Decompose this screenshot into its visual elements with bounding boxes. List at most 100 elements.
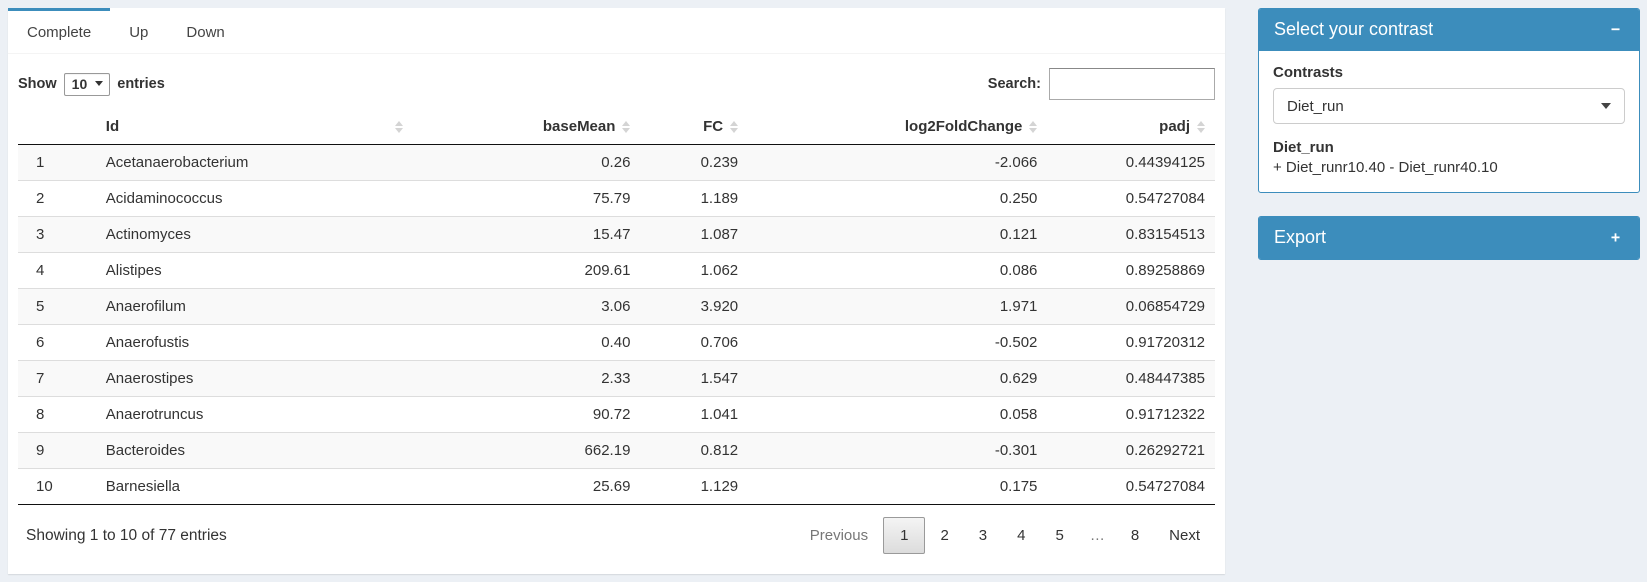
entries-select-value: 10	[71, 75, 88, 92]
cell-id: Bacteroides	[95, 432, 413, 469]
tab-complete[interactable]: Complete	[8, 8, 111, 53]
entries-select[interactable]: 10	[63, 72, 111, 96]
contrast-select-value: Diet_run	[1287, 97, 1344, 115]
cell-basemean: 0.40	[413, 324, 641, 361]
table-row[interactable]: 5 Anaerofilum 3.06 3.920 1.971 0.06854729	[18, 288, 1215, 325]
pagination-next[interactable]: Next	[1169, 527, 1200, 544]
cell-id: Anaerotruncus	[95, 396, 413, 433]
cell-padj: 0.44394125	[1125, 154, 1205, 171]
table-row[interactable]: 9 Bacteroides 662.19 0.812 -0.301 0.26292721	[18, 432, 1215, 469]
cell-fc: 0.239	[700, 154, 739, 171]
table-row[interactable]: 7 Anaerostipes 2.33 1.547 0.629 0.48447385	[18, 360, 1215, 397]
cell-basemean: 3.06	[413, 288, 641, 325]
cell-id: Acetanaerobacterium	[105, 154, 249, 171]
table-footer: Showing 1 to 10 of 77 entries Previous 1 2…	[18, 505, 1215, 560]
cell-log2foldchange: -2.066	[994, 154, 1038, 171]
cell-padj: 0.83154513	[1047, 216, 1215, 253]
table-row[interactable]: 2 Acidaminococcus 75.79 1.189 0.250 0.5472708…	[18, 180, 1215, 217]
column-label: FC	[703, 118, 724, 135]
export-box: Export +	[1258, 216, 1640, 260]
cell-fc: 1.062	[640, 252, 749, 289]
table-row[interactable]: 10 Barnesiella 25.69 1.129 0.175 0.54727084	[18, 468, 1215, 505]
tab-down[interactable]: Down	[186, 24, 225, 41]
column-label: log2FoldChange	[904, 118, 1023, 135]
contrast-name: Diet_run	[1273, 139, 1334, 156]
cell-fc: 1.189	[640, 180, 749, 217]
pagination-page-8[interactable]: 8	[1130, 527, 1140, 544]
table-row[interactable]: 1 Acetanaerobacterium 0.26 0.239 -2.066 0.443…	[18, 144, 1215, 181]
cell-id: Anaerostipes	[95, 360, 413, 397]
column-header-log2foldchange[interactable]: log2FoldChange	[748, 110, 1048, 145]
pagination-page-5[interactable]: 5	[1055, 527, 1064, 544]
contrast-box-title: Select your contrast	[1274, 19, 1434, 39]
table-controls: Show 10 entries Search:	[18, 66, 1215, 110]
column-header-padj[interactable]: padj	[1047, 110, 1215, 145]
cell-log2foldchange: 0.058	[748, 396, 1048, 433]
row-number: 1	[36, 154, 45, 171]
chevron-down-icon	[95, 81, 104, 86]
pagination-ellipsis: …	[1089, 527, 1105, 544]
table-header-row: Id baseMean FC log2FoldChange padj	[18, 110, 1215, 145]
row-number: 7	[18, 360, 96, 397]
contrast-box-body: Contrasts Diet_run Diet_run + Diet_runr1…	[1259, 51, 1639, 192]
row-number: 4	[18, 252, 96, 289]
column-header-rownum	[18, 110, 96, 145]
cell-padj: 0.54727084	[1047, 468, 1215, 505]
row-number: 9	[18, 432, 96, 469]
pagination-page-4[interactable]: 4	[1017, 527, 1026, 544]
cell-basemean: 90.72	[413, 396, 641, 433]
entries-label: entries	[117, 76, 165, 92]
pagination-page-2[interactable]: 2	[940, 527, 949, 544]
show-label: Show	[18, 76, 57, 92]
contrast-select[interactable]: Diet_run	[1273, 88, 1625, 124]
table-row[interactable]: 4 Alistipes 209.61 1.062 0.086 0.89258869	[18, 252, 1215, 289]
cell-padj: 0.06854729	[1047, 288, 1215, 325]
cell-basemean: 15.47	[413, 216, 641, 253]
column-header-basemean[interactable]: baseMean	[413, 110, 641, 145]
column-header-id[interactable]: Id	[95, 110, 413, 145]
tab-content-complete: Show 10 entries Search: Id baseMean FC log2…	[8, 54, 1225, 560]
cell-log2foldchange: 0.629	[748, 360, 1048, 397]
cell-fc: 1.129	[640, 468, 749, 505]
row-number: 3	[18, 216, 96, 253]
cell-log2foldchange: 0.175	[748, 468, 1048, 505]
column-header-fc[interactable]: FC	[640, 110, 749, 145]
cell-fc: 0.812	[640, 432, 749, 469]
table-row[interactable]: 6 Anaerofustis 0.40 0.706 -0.502 0.91720312	[18, 324, 1215, 361]
contrast-box-header: Select your contrast −	[1259, 9, 1639, 51]
cell-id: Actinomyces	[95, 216, 413, 253]
row-number: 8	[18, 396, 96, 433]
collapse-minus-icon[interactable]: −	[1610, 20, 1620, 38]
cell-id: Barnesiella	[95, 468, 413, 505]
cell-basemean: 75.79	[413, 180, 641, 217]
search-input[interactable]	[1049, 68, 1215, 100]
tab-up[interactable]: Up	[129, 24, 149, 41]
chevron-down-icon	[1601, 103, 1611, 109]
cell-id: Alistipes	[95, 252, 413, 289]
sort-icon	[622, 120, 631, 133]
cell-basemean: 662.19	[413, 432, 641, 469]
cell-log2foldchange: 0.086	[748, 252, 1048, 289]
cell-log2foldchange: 0.250	[748, 180, 1048, 217]
column-label: Id	[105, 118, 120, 135]
export-box-header: Export +	[1259, 217, 1639, 259]
collapse-plus-icon[interactable]: +	[1610, 228, 1620, 246]
cell-id: Anaerofilum	[95, 288, 413, 325]
table-body: 1 Acetanaerobacterium 0.26 0.239 -2.066 0.443…	[18, 144, 1215, 505]
pagination-page-3[interactable]: 3	[978, 527, 988, 544]
entries-length-control: Show 10 entries	[18, 72, 165, 96]
pagination: Previous 1 2 3 4 5 … 8 Next	[795, 517, 1215, 554]
contrast-formula: + Diet_runr10.40 - Diet_runr40.10	[1273, 159, 1498, 176]
cell-padj: 0.26292721	[1047, 432, 1215, 469]
search-control: Search:	[988, 68, 1215, 100]
results-tabbox: Complete Up Down Show 10 entries Search:	[8, 8, 1225, 574]
cell-padj: 0.54727084	[1047, 180, 1215, 217]
cell-basemean: 25.69	[413, 468, 641, 505]
export-box-title: Export	[1274, 227, 1327, 247]
pagination-page-1[interactable]: 1	[883, 517, 926, 554]
table-row[interactable]: 3 Actinomyces 15.47 1.087 0.121 0.83154513	[18, 216, 1215, 253]
table-row[interactable]: 8 Anaerotruncus 90.72 1.041 0.058 0.91712322	[18, 396, 1215, 433]
pagination-previous[interactable]: Previous	[809, 527, 869, 544]
sidebar: Select your contrast − Contrasts Diet_ru…	[1258, 8, 1640, 574]
cell-fc: 1.087	[640, 216, 749, 253]
